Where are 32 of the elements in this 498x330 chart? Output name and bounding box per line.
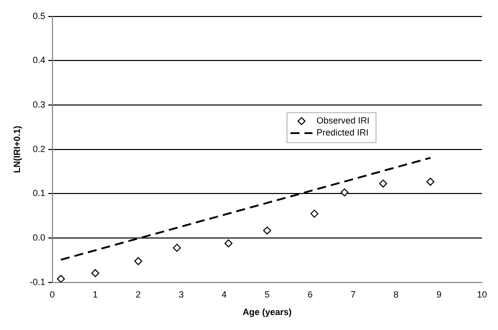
y-tick-label: 0.0 xyxy=(32,232,46,243)
point xyxy=(224,239,232,248)
legend-label: Observed IRI xyxy=(316,116,370,126)
point xyxy=(91,269,100,278)
x-axis-title: Age (years) xyxy=(242,307,292,318)
x-tick-label: 0 xyxy=(50,289,55,300)
y-tick-label: -0.1 xyxy=(30,276,46,287)
legend-label: Predicted IRI xyxy=(316,128,369,138)
point xyxy=(340,188,348,196)
y-tick-label: 0.1 xyxy=(32,188,46,198)
y-axis-title: LN(IRI+0.1) xyxy=(12,126,22,174)
x-tick-label: 6 xyxy=(308,289,313,300)
x-tick-label: 9 xyxy=(436,289,442,300)
point xyxy=(379,180,388,188)
x-tick-label: 2 xyxy=(136,289,141,300)
y-tick-label: 0.5 xyxy=(32,10,46,21)
x-tick-label: 10 xyxy=(476,289,487,300)
point xyxy=(134,257,142,266)
x-tick-label: 7 xyxy=(350,289,356,300)
point xyxy=(172,244,181,252)
x-tick-label: 4 xyxy=(222,289,227,300)
x-tick-label: 8 xyxy=(394,289,399,300)
x-tick-label: 1 xyxy=(92,289,98,300)
x-tick-label: 3 xyxy=(178,289,184,300)
point xyxy=(310,210,318,218)
point xyxy=(56,274,65,282)
y-tick-label: 0.3 xyxy=(32,100,46,110)
y-tick-label: 0.2 xyxy=(32,144,46,154)
y-tick-label: 0.4 xyxy=(32,55,46,66)
x-tick-label: 5 xyxy=(264,289,270,300)
point xyxy=(426,178,434,186)
point xyxy=(263,226,272,235)
